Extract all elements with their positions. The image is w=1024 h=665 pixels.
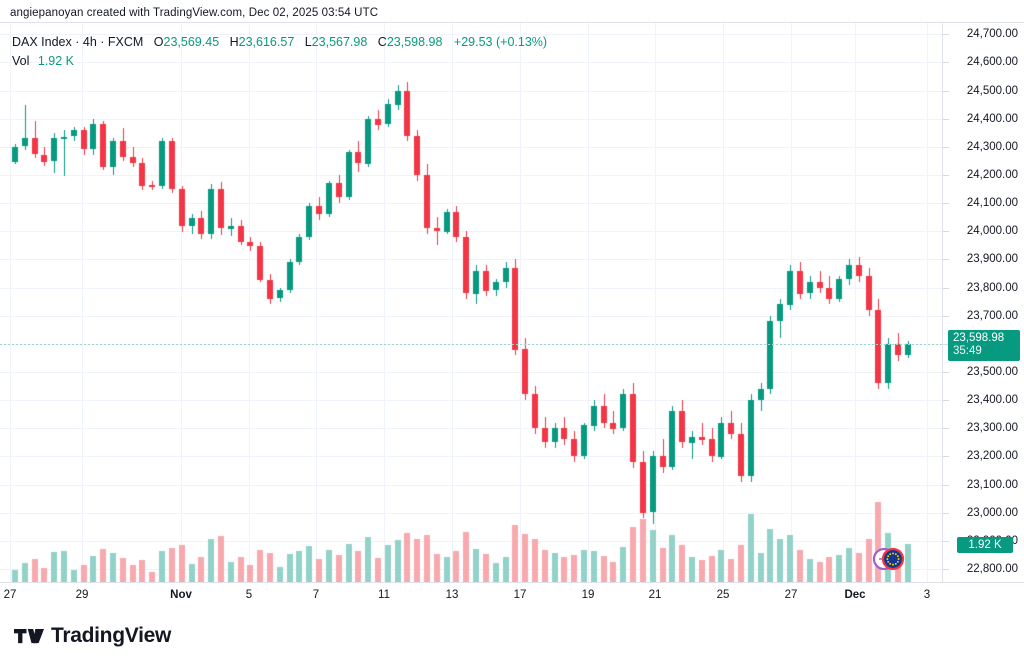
price-tick-label: 22,800.00 (966, 563, 1018, 575)
price-tick-label: 23,700.00 (966, 310, 1018, 322)
price-tick-mark (943, 175, 949, 176)
time-tick-label: 27 (3, 589, 17, 601)
time-tick-label: 11 (378, 589, 390, 601)
time-tick-label: 29 (75, 589, 89, 601)
price-tick-mark (943, 62, 949, 63)
time-tick-label: Nov (170, 589, 192, 601)
time-tick-label: 19 (581, 589, 595, 601)
price-tick-label: 24,200.00 (966, 169, 1018, 181)
current-price-line (0, 344, 942, 345)
price-tick-label: 24,100.00 (966, 197, 1018, 209)
legend-open-label: O (153, 35, 164, 49)
tradingview-wordmark: TradingView (51, 624, 172, 647)
tradingview-mark-icon (14, 628, 44, 643)
time-tick-label: 21 (648, 589, 662, 601)
legend-volume-label: Vol (12, 54, 30, 68)
legend-sep-2: · (96, 35, 108, 49)
price-tick-mark (943, 147, 949, 148)
legend-change: +29.53 (+0.13%) (453, 35, 548, 49)
legend-sep-1: · (71, 35, 83, 49)
price-tick-mark (943, 372, 949, 373)
price-tick-label: 24,400.00 (966, 113, 1018, 125)
candlestick-series (0, 23, 942, 583)
price-tick-label: 24,500.00 (966, 85, 1018, 97)
price-tick-mark (943, 541, 949, 542)
chart-frame: 24,700.00 24,600.00 24,500.00 24,400.00 24,3… (0, 22, 1024, 583)
time-tick-label: Dec (844, 589, 866, 601)
time-tick-label: 17 (513, 589, 527, 601)
time-tick-label: 3 (923, 589, 931, 601)
current-volume-badge: 1.92 K (957, 537, 1013, 553)
price-tick-mark (943, 259, 949, 260)
legend-high-value: 23,616.57 (238, 35, 295, 49)
price-tick-label: 23,500.00 (966, 366, 1018, 378)
price-tick-mark (943, 344, 949, 345)
price-tick-mark (943, 428, 949, 429)
price-tick-label: 23,800.00 (966, 282, 1018, 294)
price-tick-mark (943, 203, 949, 204)
price-tick-mark (943, 34, 949, 35)
time-tick-label: 5 (245, 589, 253, 601)
time-tick-label: 27 (784, 589, 798, 601)
price-tick-mark (943, 485, 949, 486)
price-tick-mark (943, 231, 949, 232)
price-tick-mark (943, 119, 949, 120)
legend-close-label: C (377, 35, 387, 49)
legend-exchange: FXCM (107, 35, 144, 49)
economic-event-marker-eu[interactable] (881, 547, 905, 571)
price-tick-label: 23,200.00 (966, 450, 1018, 462)
current-price-value: 23,598.98 (953, 332, 1005, 344)
price-tick-label: 23,900.00 (966, 253, 1018, 265)
legend-low-label: L (304, 35, 312, 49)
chart-legend[interactable]: DAX Index · 4h · FXCM O23,569.45 H23,616… (12, 33, 547, 70)
price-tick-mark (943, 456, 949, 457)
legend-low-value: 23,567.98 (311, 35, 368, 49)
price-tick-mark (943, 316, 949, 317)
price-tick-label: 23,000.00 (966, 507, 1018, 519)
price-tick-mark (943, 91, 949, 92)
attribution-text: angiepanoyan created with TradingView.co… (10, 7, 379, 19)
legend-interval[interactable]: 4h (82, 35, 97, 49)
price-tick-label: 23,300.00 (966, 422, 1018, 434)
price-tick-label: 23,100.00 (966, 479, 1018, 491)
time-tick-label: 13 (445, 589, 459, 601)
price-tick-label: 24,600.00 (966, 56, 1018, 68)
price-scale[interactable]: 24,700.00 24,600.00 24,500.00 24,400.00 24,3… (942, 23, 1024, 583)
legend-volume-value: 1.92 K (37, 54, 75, 68)
time-tick-label: 7 (312, 589, 320, 601)
price-tick-mark (943, 569, 949, 570)
time-scale[interactable]: 27 29 Nov 5 7 11 13 17 19 21 25 27 Dec 3 (0, 582, 1024, 608)
price-tick-mark (943, 513, 949, 514)
legend-high-label: H (229, 35, 239, 49)
price-tick-mark (943, 288, 949, 289)
legend-close-value: 23,598.98 (386, 35, 443, 49)
price-tick-label: 23,400.00 (966, 394, 1018, 406)
price-tick-label: 24,000.00 (966, 225, 1018, 237)
tradingview-logo: TradingView (14, 622, 171, 650)
chart-plot-area[interactable] (0, 23, 942, 583)
bar-countdown: 35:49 (953, 345, 982, 357)
legend-open-value: 23,569.45 (163, 35, 220, 49)
current-price-badge: 23,598.98 35:49 (948, 330, 1020, 361)
price-tick-label: 24,700.00 (966, 28, 1018, 40)
price-tick-label: 24,300.00 (966, 141, 1018, 153)
legend-symbol[interactable]: DAX Index (12, 35, 72, 49)
price-tick-mark (943, 400, 949, 401)
time-tick-label: 25 (716, 589, 730, 601)
